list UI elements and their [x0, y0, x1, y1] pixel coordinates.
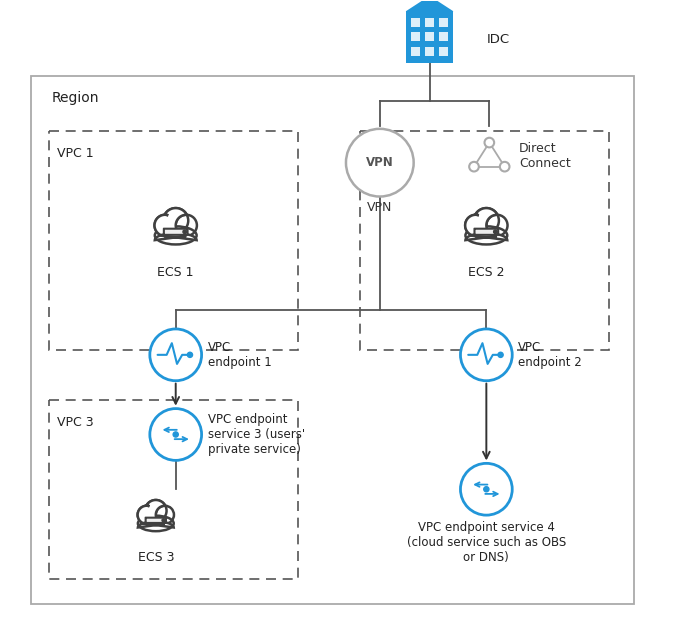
- Text: VPC 1: VPC 1: [57, 147, 94, 160]
- Circle shape: [460, 329, 512, 381]
- Text: VPC 3: VPC 3: [57, 415, 94, 429]
- FancyBboxPatch shape: [475, 229, 498, 235]
- Circle shape: [485, 138, 494, 147]
- Circle shape: [498, 352, 503, 358]
- Bar: [412, 32, 420, 41]
- Text: VPC 2: VPC 2: [368, 147, 404, 160]
- Polygon shape: [465, 208, 507, 240]
- Bar: [439, 18, 448, 27]
- Text: ECS 1: ECS 1: [157, 266, 194, 279]
- Circle shape: [188, 352, 192, 358]
- Circle shape: [176, 215, 197, 236]
- Circle shape: [469, 162, 479, 171]
- Bar: [439, 32, 448, 41]
- Circle shape: [183, 230, 186, 234]
- Text: VPN: VPN: [367, 201, 392, 213]
- Bar: [406, 11, 454, 63]
- Circle shape: [474, 208, 499, 233]
- Ellipse shape: [466, 226, 507, 244]
- Bar: [439, 46, 448, 56]
- Bar: [425, 18, 434, 27]
- Circle shape: [150, 329, 202, 381]
- Bar: [49, 399, 298, 579]
- Text: VPC endpoint
service 3 (users'
private service): VPC endpoint service 3 (users' private s…: [208, 413, 304, 456]
- Bar: [360, 131, 609, 350]
- Circle shape: [487, 215, 508, 236]
- Bar: [412, 18, 420, 27]
- Bar: [425, 46, 434, 56]
- Ellipse shape: [138, 516, 173, 531]
- Polygon shape: [406, 0, 454, 11]
- Circle shape: [159, 213, 192, 247]
- Circle shape: [470, 213, 503, 247]
- Polygon shape: [155, 208, 196, 240]
- Text: ECS 2: ECS 2: [468, 266, 505, 279]
- FancyBboxPatch shape: [146, 518, 166, 523]
- Polygon shape: [138, 500, 173, 528]
- Text: Direct
Connect: Direct Connect: [519, 142, 571, 170]
- Bar: [31, 76, 634, 604]
- Circle shape: [460, 464, 512, 515]
- Circle shape: [484, 486, 489, 492]
- Text: VPC
endpoint 1: VPC endpoint 1: [208, 341, 271, 369]
- Text: VPN: VPN: [366, 156, 394, 169]
- Bar: [49, 131, 298, 350]
- Circle shape: [493, 230, 497, 234]
- Circle shape: [346, 129, 414, 196]
- Circle shape: [145, 500, 167, 521]
- FancyBboxPatch shape: [164, 229, 188, 235]
- Circle shape: [173, 432, 178, 437]
- Text: ECS 3: ECS 3: [138, 551, 174, 564]
- Circle shape: [465, 215, 487, 236]
- Circle shape: [163, 208, 188, 233]
- Text: VPC
endpoint 2: VPC endpoint 2: [518, 341, 582, 369]
- Circle shape: [150, 408, 202, 460]
- Circle shape: [162, 519, 165, 522]
- Text: IDC: IDC: [487, 33, 510, 46]
- Circle shape: [155, 215, 176, 236]
- Circle shape: [138, 505, 156, 524]
- Bar: [425, 32, 434, 41]
- Circle shape: [156, 505, 174, 524]
- Text: VPC endpoint service 4
(cloud service such as OBS
or DNS): VPC endpoint service 4 (cloud service su…: [407, 521, 566, 564]
- Ellipse shape: [155, 226, 196, 244]
- Circle shape: [500, 162, 510, 171]
- Text: Region: Region: [51, 91, 99, 105]
- Bar: [412, 46, 420, 56]
- Circle shape: [142, 505, 170, 533]
